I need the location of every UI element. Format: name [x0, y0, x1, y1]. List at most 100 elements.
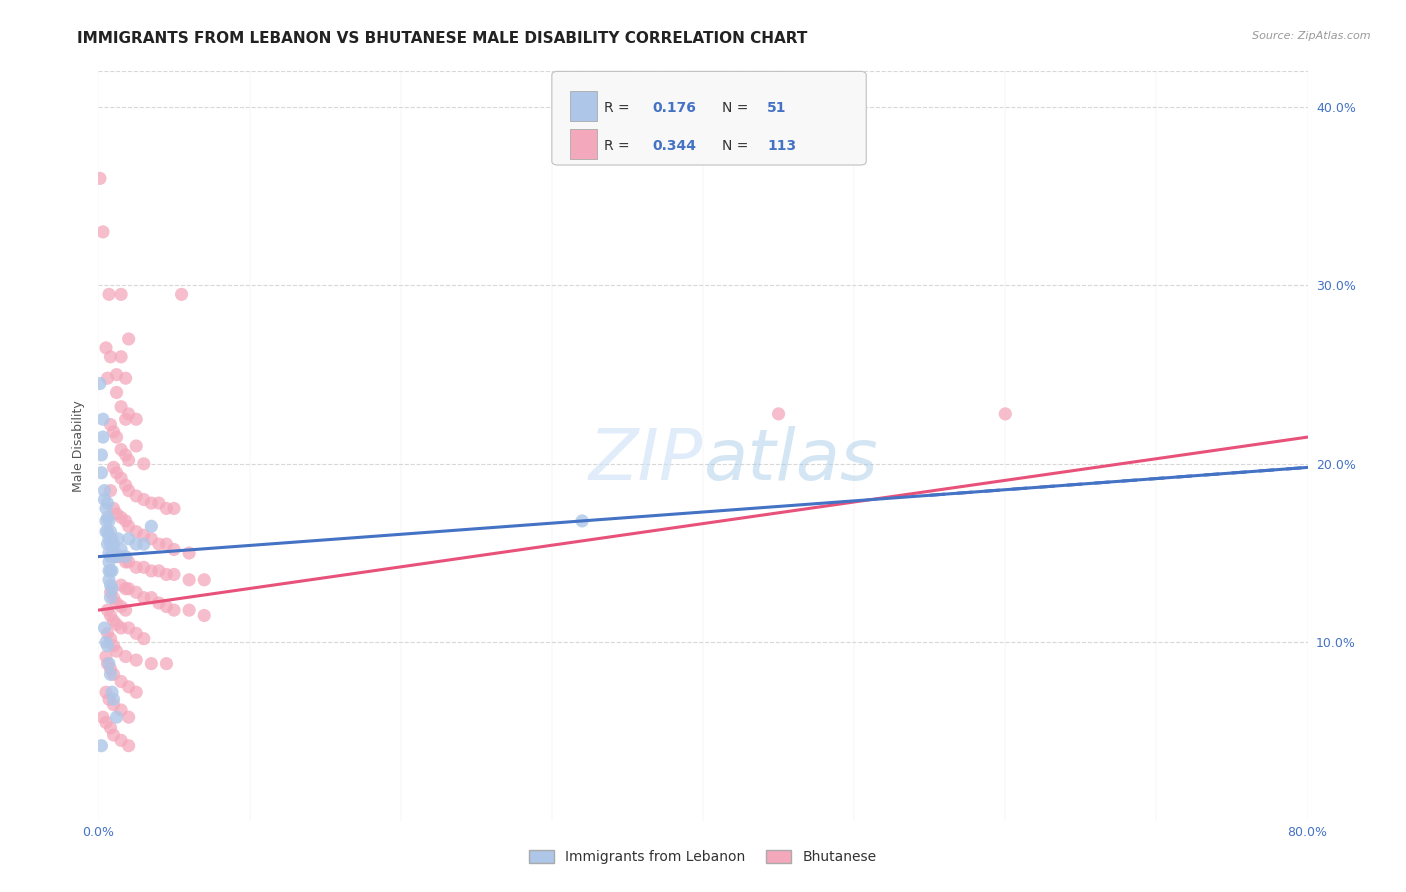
Point	[125, 412, 148, 426]
Point	[114, 549, 136, 564]
Point	[110, 578, 132, 592]
Point	[100, 537, 122, 551]
Point	[110, 510, 132, 524]
Point	[98, 532, 121, 546]
Point	[91, 225, 114, 239]
Point	[141, 591, 163, 605]
Bar	[569, 129, 596, 160]
Point	[132, 457, 155, 471]
Point	[98, 564, 121, 578]
Point	[118, 739, 141, 753]
Text: N =: N =	[723, 139, 754, 153]
Point	[118, 680, 141, 694]
Point	[193, 608, 215, 623]
Point	[91, 412, 114, 426]
Point	[105, 430, 128, 444]
Point	[118, 453, 141, 467]
Point	[179, 573, 201, 587]
Point	[132, 591, 155, 605]
Point	[118, 532, 141, 546]
Point	[125, 439, 148, 453]
Point	[110, 471, 132, 485]
Text: N =: N =	[723, 101, 754, 115]
Point	[114, 448, 136, 462]
Point	[93, 621, 115, 635]
Point	[105, 596, 128, 610]
Point	[103, 591, 125, 605]
Point	[96, 371, 118, 385]
Point	[103, 549, 125, 564]
Point	[105, 368, 128, 382]
Text: 51: 51	[768, 101, 786, 115]
Point	[98, 692, 121, 706]
Point	[179, 603, 201, 617]
Point	[118, 483, 141, 498]
Point	[155, 501, 177, 516]
Point	[100, 608, 122, 623]
Point	[110, 542, 132, 557]
Point	[100, 417, 122, 432]
Point	[101, 582, 124, 596]
Point	[100, 667, 122, 681]
Point	[132, 492, 155, 507]
Point	[100, 549, 122, 564]
Point	[125, 489, 148, 503]
Point	[110, 350, 132, 364]
Point	[105, 385, 128, 400]
Point	[105, 549, 128, 564]
Point	[118, 621, 141, 635]
Point	[94, 685, 117, 699]
Point	[155, 567, 177, 582]
Point	[98, 657, 121, 671]
Point	[110, 442, 132, 457]
Point	[91, 710, 114, 724]
Point	[125, 524, 148, 539]
Point	[96, 657, 118, 671]
Point	[125, 626, 148, 640]
Point	[193, 573, 215, 587]
Point	[96, 510, 118, 524]
Point	[103, 639, 125, 653]
Point	[100, 350, 122, 364]
Text: R =: R =	[603, 139, 634, 153]
Point	[110, 621, 132, 635]
Point	[155, 657, 177, 671]
Point	[103, 460, 125, 475]
Point	[125, 560, 148, 574]
Point	[90, 466, 112, 480]
Point	[141, 519, 163, 533]
Point	[100, 564, 122, 578]
Point	[114, 371, 136, 385]
Point	[100, 585, 122, 599]
Point	[94, 501, 117, 516]
Point	[96, 496, 118, 510]
Point	[118, 519, 141, 533]
Point	[148, 496, 170, 510]
Point	[118, 582, 141, 596]
Point	[110, 703, 132, 717]
Point	[98, 514, 121, 528]
Point	[103, 692, 125, 706]
Point	[155, 537, 177, 551]
Point	[96, 537, 118, 551]
Point	[163, 501, 186, 516]
Point	[125, 685, 148, 699]
Point	[114, 478, 136, 492]
Point	[125, 653, 148, 667]
Text: R =: R =	[603, 101, 634, 115]
Point	[148, 596, 170, 610]
Point	[100, 721, 122, 735]
Point	[571, 514, 593, 528]
Point	[105, 549, 128, 564]
Text: ZIP: ZIP	[589, 426, 703, 495]
Point	[103, 537, 125, 551]
Point	[132, 528, 155, 542]
Point	[163, 567, 186, 582]
Point	[110, 599, 132, 614]
Point	[94, 341, 117, 355]
Point	[768, 407, 790, 421]
Point	[118, 555, 141, 569]
Point	[94, 514, 117, 528]
Point	[98, 287, 121, 301]
Point	[114, 514, 136, 528]
